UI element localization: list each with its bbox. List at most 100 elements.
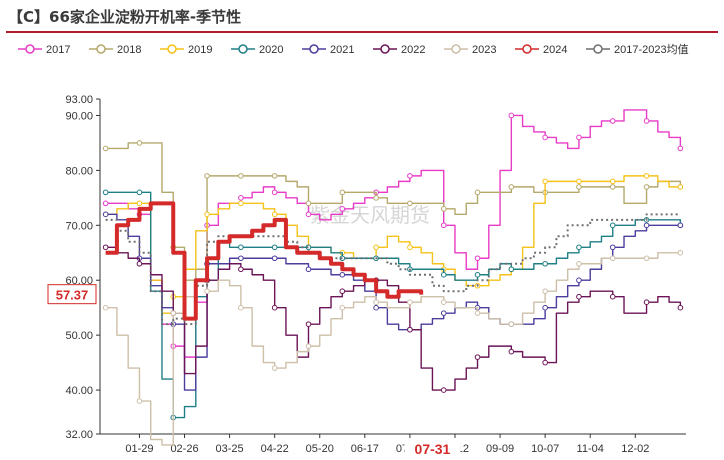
data-point-2020 [271,244,278,251]
data-point-2022 [643,299,650,305]
data-point-2017 [238,195,244,201]
data-point-2020 [508,266,515,273]
legend-label-2021: 2021 [330,44,354,56]
data-point-2017 [609,118,616,124]
data-point-2017 [508,112,515,119]
data-point-2023 [643,255,650,262]
data-point-2017 [542,134,548,141]
series-line-avg [105,213,681,326]
data-point-2019 [271,211,278,218]
data-point-2019 [609,178,616,185]
x-tick-label: 06-17 [351,443,379,455]
data-point-2021 [373,304,379,311]
data-point-2022 [102,244,109,251]
data-point-2023 [373,299,379,305]
data-point-2021 [542,304,548,311]
data-point-2022 [238,266,244,273]
data-point-2018 [238,173,244,179]
x-tick-label: 10-07 [531,443,559,455]
data-point-2022 [677,304,684,311]
legend-label-2024: 2024 [543,44,567,56]
data-point-2020 [305,244,312,251]
data-point-2017 [677,145,684,152]
x-tick-label: 11-04 [577,443,604,455]
data-point-2020 [136,189,143,196]
data-point-2020 [609,222,616,229]
data-point-2023 [305,343,312,349]
data-point-2021 [576,277,582,284]
data-point-2017 [474,255,481,262]
data-point-2017 [102,200,109,207]
y-tick-label: 80.00 [65,165,93,177]
legend-marker-2021 [309,44,319,54]
legend-marker-2019 [167,44,177,54]
data-point-2018 [508,184,515,190]
legend-marker-2023 [451,44,461,54]
data-point-2017 [576,134,582,141]
data-point-2021 [238,255,244,262]
data-point-2017 [643,118,650,124]
annotations: 57.37 07-31 [47,284,461,459]
legend-marker-2024 [522,44,532,54]
data-point-2018 [271,173,278,179]
y-tick-label: 32.00 [65,429,93,441]
x-tick-label: 05-20 [306,443,334,455]
data-point-2023 [440,299,447,305]
data-point-2023 [339,304,346,311]
data-point-2021 [643,222,650,229]
data-point-2023 [271,365,278,371]
highlight-date-bg [404,438,461,459]
data-point-2020 [474,271,481,278]
last-value-label: 57.37 [56,288,89,303]
data-point-2018 [474,189,481,196]
data-point-2022 [576,293,582,300]
data-point-2020 [440,271,447,278]
data-point-2022 [136,260,143,267]
series-layer [102,109,684,446]
data-point-2018 [204,173,210,179]
data-point-2020 [102,189,109,196]
data-point-2022 [271,304,278,311]
data-point-2018 [339,189,346,196]
x-tick-label: 04-22 [261,443,289,455]
title-underline [6,31,718,33]
legend-marker-2017 [25,44,35,54]
legend-marker-2022 [380,44,390,54]
x-tick-label: 03-25 [216,443,244,455]
data-point-2018 [305,200,312,207]
data-point-2019 [643,173,650,179]
series-line-2019 [105,175,681,314]
highlight-date-label: 07-31 [415,441,451,457]
data-point-2021 [677,222,684,229]
data-point-2018 [136,140,143,146]
data-point-2017 [440,222,447,229]
data-point-2022 [474,354,481,360]
axes: 32.0040.0050.0060.0070.0080.0090.0093.00… [65,94,686,455]
data-point-2019 [136,200,143,207]
data-point-2019 [576,178,582,185]
data-point-2021 [609,244,616,251]
data-point-2019 [373,244,379,251]
data-point-2017 [407,173,413,179]
series-line-2024 [105,201,424,321]
data-point-2018 [609,184,616,190]
data-point-2019 [204,211,210,218]
data-point-2019 [542,178,548,185]
data-point-2018 [643,184,650,190]
data-point-2018 [440,206,447,212]
data-point-2023 [576,260,582,267]
data-point-2023 [136,398,143,404]
legend-label-2023: 2023 [472,44,496,56]
data-point-2023 [508,321,515,327]
legend-label-2017: 2017 [46,44,70,56]
data-point-2022 [407,326,413,333]
y-tick-label: 90.00 [65,110,93,122]
last-value-box [47,284,97,305]
data-point-2022 [542,359,548,366]
x-tick-label: 01-29 [125,443,153,455]
y-tick-label: 40.00 [65,385,93,397]
legend-marker-2020 [238,44,248,54]
chart-title: 【C】66家企业淀粉开机率-季节性 [8,8,242,26]
legend-marker-avg [593,44,603,54]
